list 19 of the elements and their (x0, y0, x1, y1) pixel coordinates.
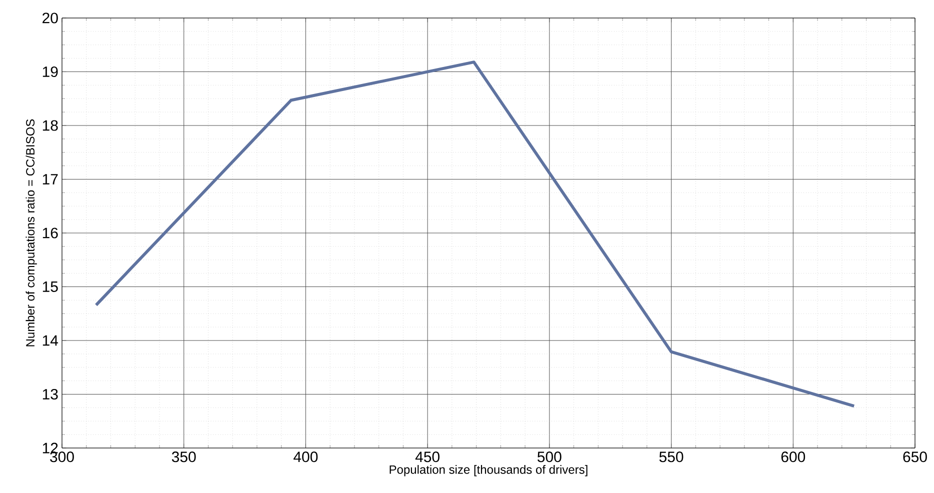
x-tick-label: 450 (415, 452, 440, 462)
y-tick-label: 14 (42, 335, 58, 346)
line-series (94, 60, 856, 408)
y-tick-label: 13 (42, 388, 58, 400)
x-tick-label: 500 (538, 452, 562, 462)
x-tick-label: 350 (172, 452, 196, 462)
y-tick-label: 19 (42, 66, 58, 78)
y-tick-label: 18 (42, 120, 58, 131)
x-tick-label: 400 (294, 452, 318, 462)
x-axis-title: Population size [thousands of drivers] (390, 465, 588, 476)
y-axis-title: Number of computations ratio = CC/BISOS (26, 119, 37, 346)
x-tick-label: 300 (50, 452, 74, 462)
y-tick-label: 16 (42, 228, 58, 238)
x-tick-label: 550 (659, 452, 684, 462)
y-tick-label: 17 (42, 174, 58, 184)
y-tick-label: 20 (42, 12, 58, 24)
x-tick-label: 600 (781, 452, 806, 462)
x-tick-label: 650 (903, 452, 927, 462)
y-tick-label: 15 (42, 282, 58, 292)
